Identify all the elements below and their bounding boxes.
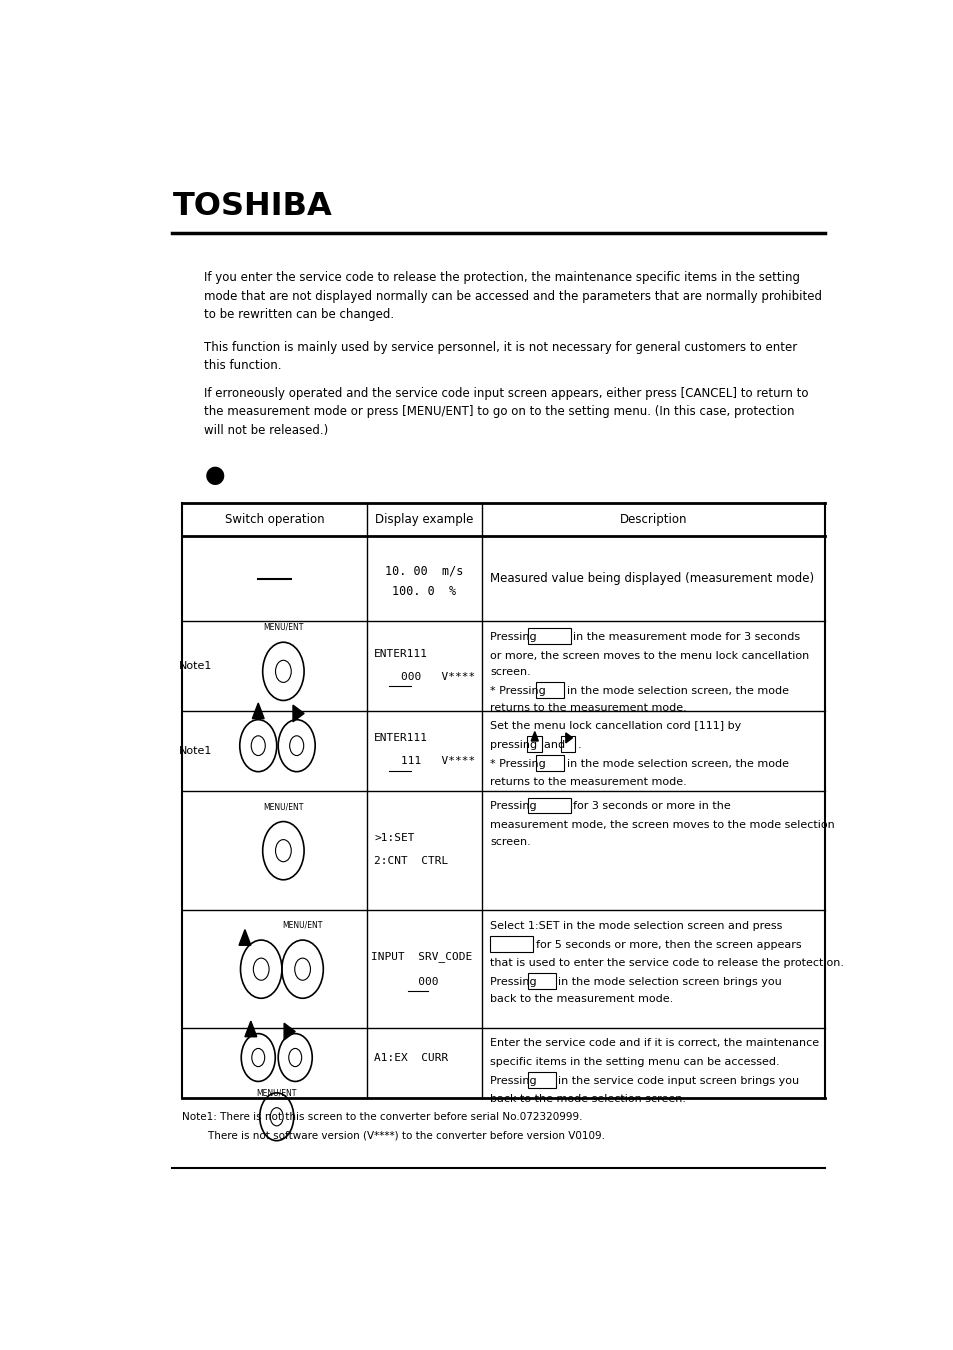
Text: in the mode selection screen brings you: in the mode selection screen brings you: [558, 977, 781, 987]
Polygon shape: [293, 705, 304, 722]
Text: that is used to enter the service code to release the protection.: that is used to enter the service code t…: [490, 958, 843, 968]
Text: Note1: Note1: [178, 662, 212, 671]
Text: Pressing: Pressing: [490, 977, 540, 987]
Text: MENU/ENT: MENU/ENT: [282, 921, 322, 930]
Text: 100. 0  %: 100. 0 %: [392, 585, 456, 598]
Text: 2:CNT  CTRL: 2:CNT CTRL: [374, 856, 448, 867]
Text: in the measurement mode for 3 seconds: in the measurement mode for 3 seconds: [573, 632, 800, 641]
Bar: [528, 798, 571, 813]
Bar: [536, 682, 564, 698]
Text: Select 1:SET in the mode selection screen and press: Select 1:SET in the mode selection scree…: [490, 921, 782, 931]
Text: in the mode selection screen, the mode: in the mode selection screen, the mode: [566, 759, 788, 768]
Text: 111   V****: 111 V****: [374, 756, 476, 767]
Text: Note1: Note1: [178, 747, 212, 756]
Text: returns to the measurement mode.: returns to the measurement mode.: [490, 778, 686, 787]
Bar: [528, 628, 571, 644]
Bar: [560, 736, 575, 752]
Text: TOSHIBA: TOSHIBA: [172, 192, 332, 223]
Polygon shape: [252, 703, 264, 718]
Bar: [536, 755, 564, 771]
Text: in the service code input screen brings you: in the service code input screen brings …: [558, 1076, 799, 1085]
Bar: [527, 736, 541, 752]
Text: ENTER111: ENTER111: [374, 649, 428, 659]
Text: back to the measurement mode.: back to the measurement mode.: [490, 994, 673, 1003]
Polygon shape: [245, 1021, 256, 1037]
Polygon shape: [284, 1023, 294, 1040]
Text: If erroneously operated and the service code input screen appears, either press : If erroneously operated and the service …: [204, 386, 808, 436]
Text: Enter the service code and if it is correct, the maintenance: Enter the service code and if it is corr…: [490, 1038, 819, 1049]
Text: Pressing: Pressing: [490, 802, 540, 811]
Text: MENU/ENT: MENU/ENT: [256, 1088, 296, 1098]
Bar: [528, 1072, 556, 1088]
Text: Note1: There is not this screen to the converter before serial No.072320999.: Note1: There is not this screen to the c…: [182, 1112, 582, 1122]
Polygon shape: [239, 930, 251, 945]
Text: Pressing: Pressing: [490, 1076, 540, 1085]
Text: for 5 seconds or more, then the screen appears: for 5 seconds or more, then the screen a…: [536, 940, 801, 949]
Text: Set the menu lock cancellation cord [111] by: Set the menu lock cancellation cord [111…: [490, 721, 740, 732]
Bar: [490, 936, 533, 952]
Text: back to the mode selection screen.: back to the mode selection screen.: [490, 1095, 686, 1104]
Text: MENU/ENT: MENU/ENT: [263, 802, 303, 811]
Text: >1:SET: >1:SET: [374, 833, 415, 844]
Text: Description: Description: [619, 513, 686, 526]
Text: * Pressing: * Pressing: [490, 759, 549, 768]
Text: Pressing: Pressing: [490, 632, 540, 641]
Polygon shape: [565, 733, 572, 743]
Text: Switch operation: Switch operation: [225, 513, 324, 526]
Text: Measured value being displayed (measurement mode): Measured value being displayed (measurem…: [490, 572, 814, 586]
Text: ●: ●: [204, 463, 225, 487]
Text: and: and: [544, 740, 568, 751]
Text: specific items in the setting menu can be accessed.: specific items in the setting menu can b…: [490, 1057, 780, 1066]
Text: screen.: screen.: [490, 667, 531, 678]
Text: There is not software version (V****) to the converter before version V0109.: There is not software version (V****) to…: [182, 1131, 604, 1141]
Bar: [528, 973, 556, 990]
Text: ENTER111: ENTER111: [374, 733, 428, 744]
Text: screen.: screen.: [490, 837, 531, 846]
Text: If you enter the service code to release the protection, the maintenance specifi: If you enter the service code to release…: [204, 271, 821, 321]
Text: 000: 000: [370, 976, 437, 987]
Text: MENU/ENT: MENU/ENT: [263, 622, 303, 632]
Text: * Pressing: * Pressing: [490, 686, 549, 695]
Text: .: .: [577, 740, 580, 751]
Text: or more, the screen moves to the menu lock cancellation: or more, the screen moves to the menu lo…: [490, 651, 809, 660]
Text: A1:EX  CURR: A1:EX CURR: [374, 1053, 448, 1062]
Text: in the mode selection screen, the mode: in the mode selection screen, the mode: [566, 686, 788, 695]
Text: 10. 00  m/s: 10. 00 m/s: [385, 564, 463, 576]
Text: measurement mode, the screen moves to the mode selection: measurement mode, the screen moves to th…: [490, 819, 834, 830]
Polygon shape: [531, 732, 537, 741]
Text: 000   V****: 000 V****: [374, 671, 476, 682]
Text: for 3 seconds or more in the: for 3 seconds or more in the: [573, 802, 730, 811]
Text: This function is mainly used by service personnel, it is not necessary for gener: This function is mainly used by service …: [204, 340, 797, 373]
Text: returns to the measurement mode.: returns to the measurement mode.: [490, 702, 686, 713]
Text: INPUT  SRV_CODE: INPUT SRV_CODE: [370, 952, 472, 963]
Text: pressing: pressing: [490, 740, 540, 751]
Text: Display example: Display example: [375, 513, 473, 526]
